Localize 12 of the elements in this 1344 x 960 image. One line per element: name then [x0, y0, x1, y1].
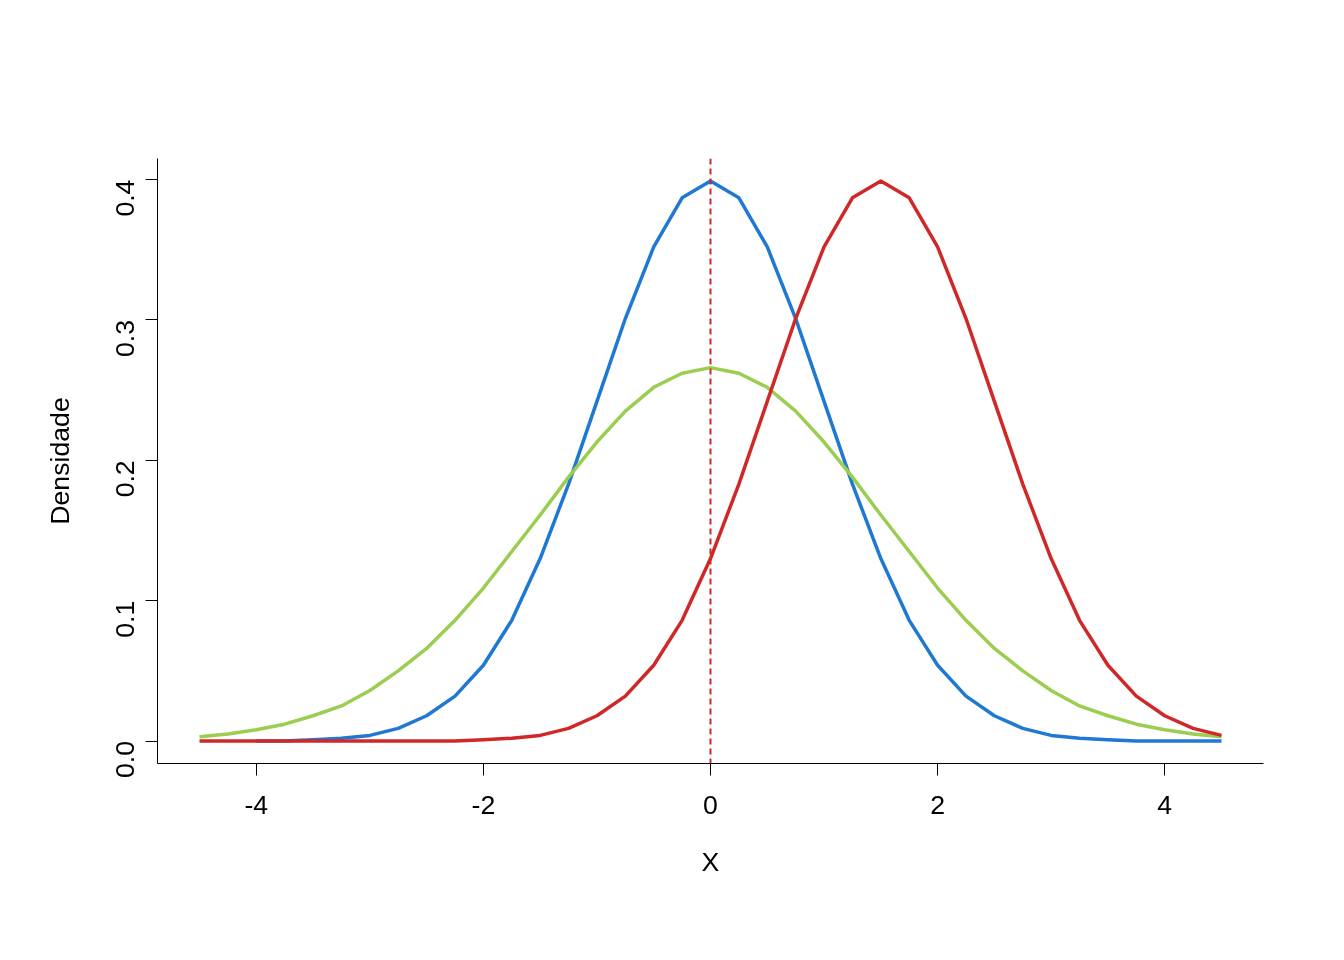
x-axis-title: X [701, 846, 720, 877]
y-tick-label: 0.2 [110, 460, 141, 498]
y-tick-label: 0.3 [110, 319, 141, 357]
x-tick-label: -2 [471, 789, 496, 820]
y-tick-label: 0.0 [110, 741, 141, 779]
x-tick-label: 0 [703, 789, 718, 820]
x-tick-label: 2 [930, 789, 946, 820]
y-tick-label: 0.4 [110, 179, 141, 217]
x-tick-label: 4 [1157, 789, 1173, 820]
y-tick-label: 0.1 [110, 600, 141, 638]
y-axis-title: Densidade [44, 397, 75, 525]
x-tick-label: -4 [244, 789, 269, 820]
